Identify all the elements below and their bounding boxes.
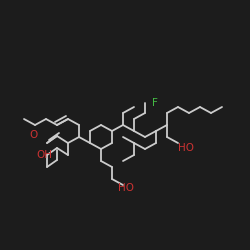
- Text: F: F: [152, 98, 158, 108]
- Text: HO: HO: [178, 143, 194, 153]
- Text: HO: HO: [118, 183, 134, 193]
- Text: OH: OH: [36, 150, 52, 160]
- Text: O: O: [30, 130, 38, 140]
